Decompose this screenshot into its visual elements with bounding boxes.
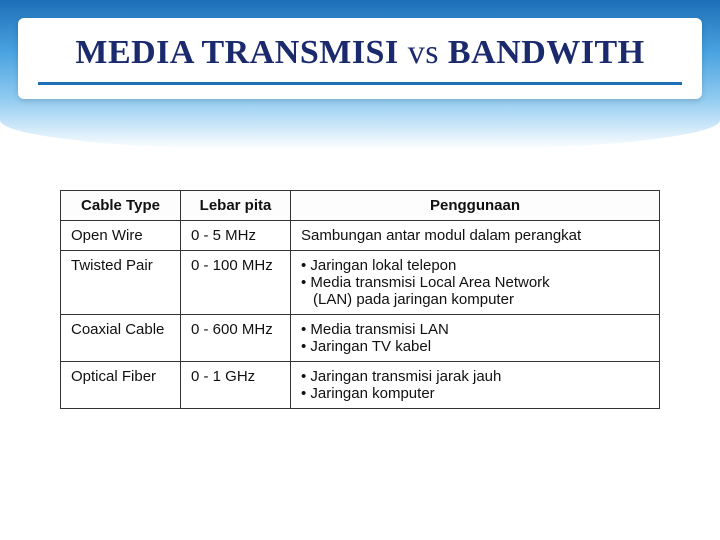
usage-line: (LAN) pada jaringan komputer bbox=[301, 291, 649, 308]
cell-band: 0 - 5 MHz bbox=[181, 221, 291, 251]
usage-line: Sambungan antar modul dalam perangkat bbox=[301, 227, 649, 244]
table-container: Cable Type Lebar pita Penggunaan Open Wi… bbox=[60, 190, 660, 409]
table-row: Coaxial Cable 0 - 600 MHz • Media transm… bbox=[61, 315, 660, 362]
col-header-band: Lebar pita bbox=[181, 191, 291, 221]
title-underline bbox=[38, 82, 682, 85]
col-header-cable: Cable Type bbox=[61, 191, 181, 221]
page-title: MEDIA TRANSMISI vs BANDWITH bbox=[38, 34, 682, 72]
usage-line: • Media transmisi LAN bbox=[301, 321, 649, 338]
cell-band: 0 - 600 MHz bbox=[181, 315, 291, 362]
cell-usage: • Jaringan lokal telepon • Media transmi… bbox=[291, 251, 660, 315]
title-vs: vs bbox=[408, 34, 439, 71]
cell-band: 0 - 100 MHz bbox=[181, 251, 291, 315]
table-body: Open Wire 0 - 5 MHz Sambungan antar modu… bbox=[61, 221, 660, 409]
table-row: Twisted Pair 0 - 100 MHz • Jaringan loka… bbox=[61, 251, 660, 315]
cell-usage: • Jaringan transmisi jarak jauh • Jaring… bbox=[291, 362, 660, 409]
usage-line: • Jaringan TV kabel bbox=[301, 338, 649, 355]
title-card: MEDIA TRANSMISI vs BANDWITH bbox=[18, 18, 702, 99]
table-row: Open Wire 0 - 5 MHz Sambungan antar modu… bbox=[61, 221, 660, 251]
cell-cable: Twisted Pair bbox=[61, 251, 181, 315]
cell-band: 0 - 1 GHz bbox=[181, 362, 291, 409]
bandwidth-table: Cable Type Lebar pita Penggunaan Open Wi… bbox=[60, 190, 660, 409]
cell-usage: • Media transmisi LAN • Jaringan TV kabe… bbox=[291, 315, 660, 362]
usage-line: • Media transmisi Local Area Network bbox=[301, 274, 649, 291]
title-left: MEDIA TRANSMISI bbox=[75, 34, 398, 71]
table-row: Optical Fiber 0 - 1 GHz • Jaringan trans… bbox=[61, 362, 660, 409]
col-header-usage: Penggunaan bbox=[291, 191, 660, 221]
table-header-row: Cable Type Lebar pita Penggunaan bbox=[61, 191, 660, 221]
usage-line: • Jaringan transmisi jarak jauh bbox=[301, 368, 649, 385]
cell-cable: Open Wire bbox=[61, 221, 181, 251]
title-right: BANDWITH bbox=[448, 34, 645, 71]
cell-cable: Optical Fiber bbox=[61, 362, 181, 409]
usage-line: • Jaringan lokal telepon bbox=[301, 257, 649, 274]
cell-usage: Sambungan antar modul dalam perangkat bbox=[291, 221, 660, 251]
cell-cable: Coaxial Cable bbox=[61, 315, 181, 362]
usage-line: • Jaringan komputer bbox=[301, 385, 649, 402]
